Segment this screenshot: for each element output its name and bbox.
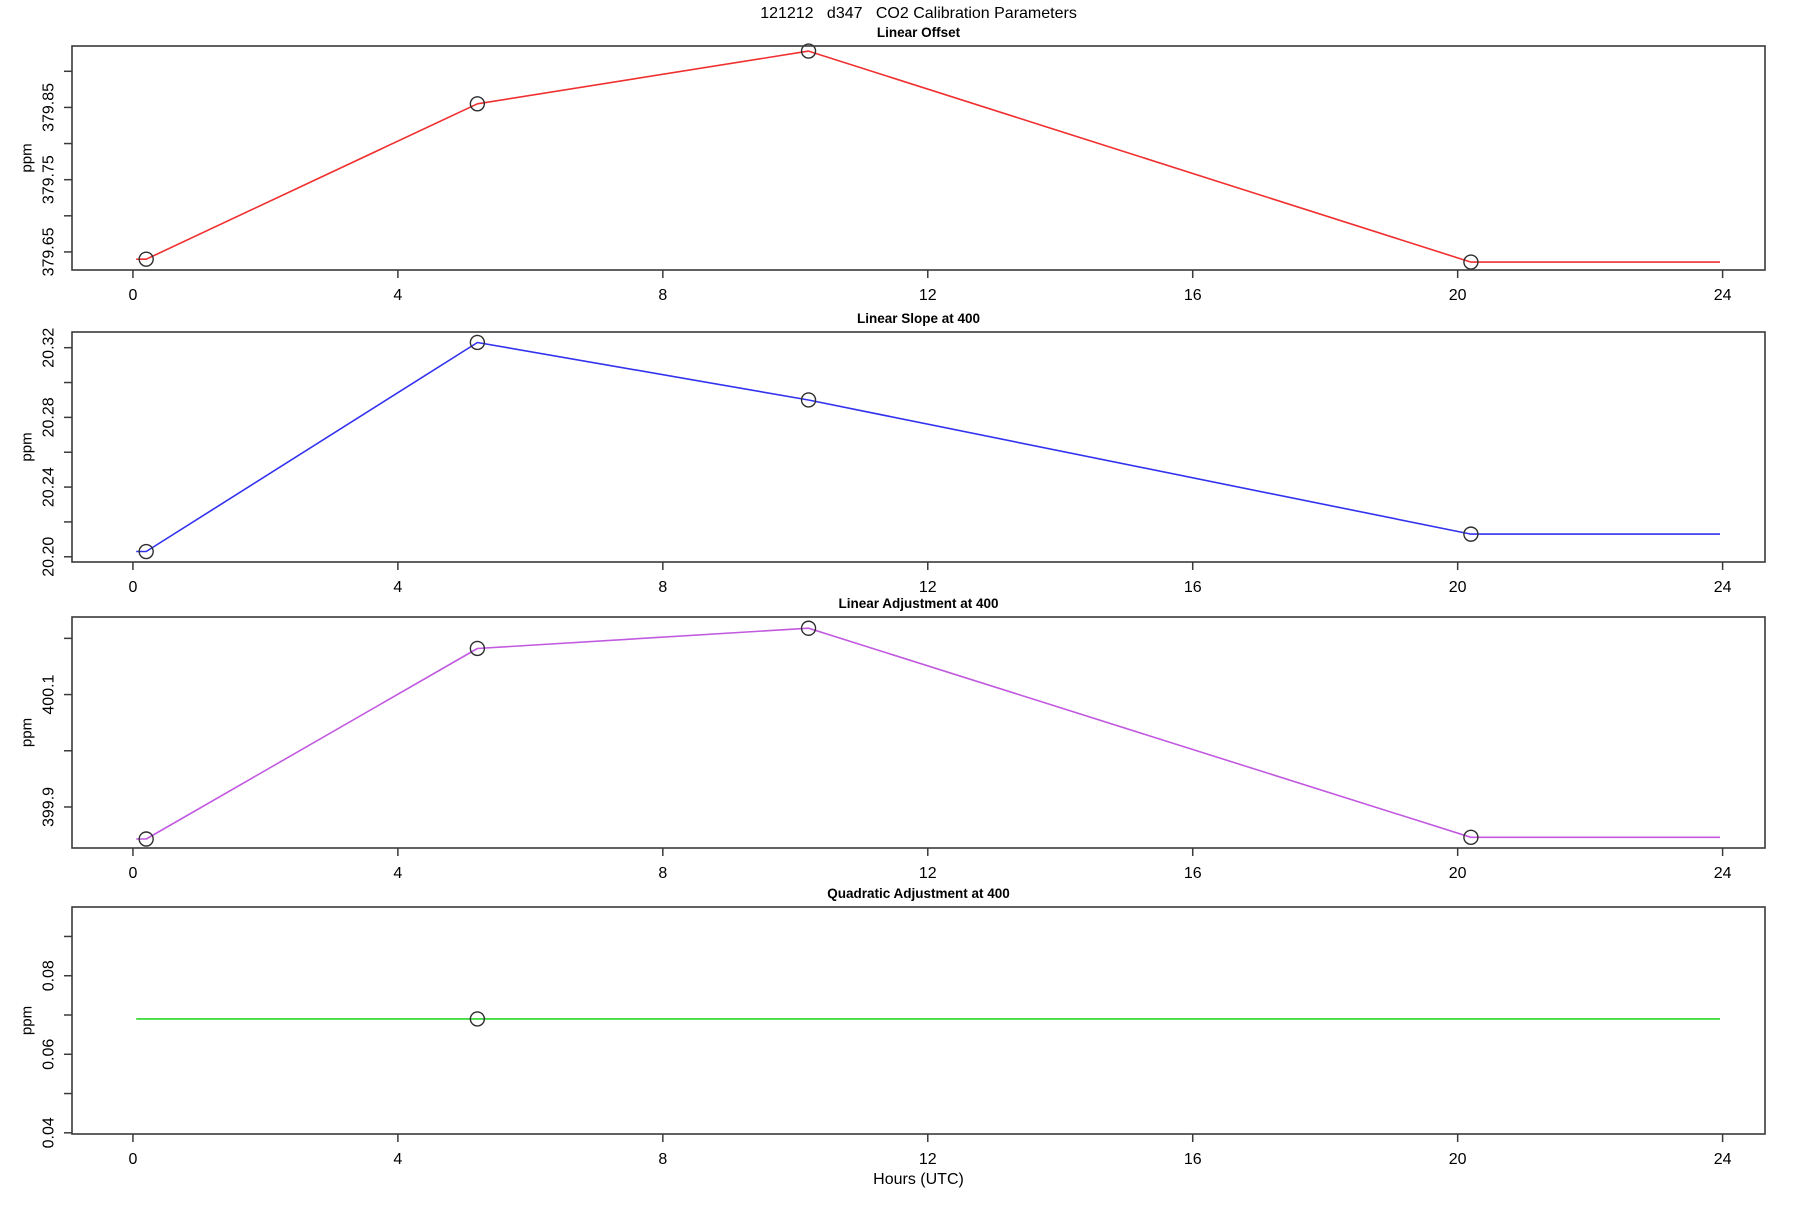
y-tick-label: 379.65 <box>41 227 58 276</box>
data-point-marker <box>138 251 154 267</box>
x-tick-label: 16 <box>1184 287 1202 304</box>
y-tick-label: 20.24 <box>41 467 58 507</box>
panel-linear-adjustment-at-400: Linear Adjustment at 400 399.9 400.1 ppm 0 4 8… <box>18 596 1766 882</box>
y-tick-label: 400.1 <box>41 674 58 714</box>
data-point-marker <box>800 392 817 408</box>
panel-linear-offset: Linear Offset 379.65 379.75 379.85 ppm 0 4 8 12 1… <box>18 25 1766 304</box>
data-point-marker <box>469 1011 486 1027</box>
y-tick-label: 0.04 <box>41 1117 58 1148</box>
y-axis-label: ppm <box>18 143 35 172</box>
x-tick-label: 0 <box>128 865 137 882</box>
data-point-marker <box>1463 254 1479 270</box>
x-tick-label: 20 <box>1449 865 1467 882</box>
data-point-marker <box>138 831 154 847</box>
data-point-marker <box>1463 829 1479 846</box>
x-tick-label: 16 <box>1184 1151 1202 1168</box>
x-tick-label: 24 <box>1714 1151 1732 1168</box>
y-tick-label: 379.85 <box>41 83 58 132</box>
panel-box <box>71 616 1766 849</box>
data-point-marker <box>469 96 486 112</box>
chart-main-title: 121212 d347 CO2 Calibration Parameters <box>760 5 1077 22</box>
panel-box <box>71 45 1766 271</box>
data-point-marker <box>138 543 154 560</box>
y-tick-label: 0.06 <box>41 1039 58 1070</box>
panel-title: Linear Offset <box>877 25 961 40</box>
panel-linear-slope-at-400: Linear Slope at 400 20.20 20.24 20.28 20.32 p… <box>18 311 1766 596</box>
x-tick-label: 0 <box>128 579 137 596</box>
x-tick-label: 8 <box>658 865 667 882</box>
panel-quadratic-adjustment-at-400: Quadratic Adjustment at 400 0.04 0.06 0.08 p… <box>18 886 1766 1168</box>
series-line <box>136 627 1720 840</box>
y-tick-label: 0.08 <box>41 960 58 991</box>
x-tick-label: 0 <box>128 1151 137 1168</box>
y-axis-label: ppm <box>18 432 35 461</box>
x-tick-label: 12 <box>919 1151 937 1168</box>
x-tick-label: 24 <box>1714 865 1732 882</box>
x-tick-label: 8 <box>658 1151 667 1168</box>
x-tick-label: 16 <box>1184 865 1202 882</box>
x-tick-label: 4 <box>393 1151 402 1168</box>
x-tick-label: 20 <box>1449 287 1467 304</box>
x-tick-label: 20 <box>1449 579 1467 596</box>
x-tick-label: 0 <box>128 287 137 304</box>
data-point-marker <box>469 640 486 657</box>
series-line <box>136 50 1720 263</box>
panel-box <box>71 906 1766 1135</box>
y-tick-label: 399.9 <box>41 787 58 827</box>
series-line <box>136 341 1720 553</box>
panel-title: Linear Adjustment at 400 <box>838 596 998 611</box>
x-tick-label: 12 <box>919 579 937 596</box>
data-point-marker <box>469 334 486 351</box>
x-tick-label: 12 <box>919 865 937 882</box>
x-tick-label: 8 <box>658 579 667 596</box>
y-tick-label: 379.75 <box>41 155 58 204</box>
data-point-marker <box>800 43 817 59</box>
y-axis-label: ppm <box>18 1006 35 1035</box>
y-tick-label: 20.32 <box>41 328 58 368</box>
x-tick-label: 24 <box>1714 579 1732 596</box>
x-tick-label: 24 <box>1714 287 1732 304</box>
y-tick-label: 20.28 <box>41 397 58 437</box>
x-tick-label: 8 <box>658 287 667 304</box>
x-tick-label: 4 <box>393 865 402 882</box>
y-axis-label: ppm <box>18 718 35 747</box>
panel-title: Linear Slope at 400 <box>857 311 980 326</box>
x-tick-label: 4 <box>393 579 402 596</box>
x-tick-label: 20 <box>1449 1151 1467 1168</box>
x-tick-label: 4 <box>393 287 402 304</box>
panel-box <box>71 331 1766 563</box>
panel-title: Quadratic Adjustment at 400 <box>827 886 1010 901</box>
data-point-marker <box>800 620 817 636</box>
data-point-marker <box>1463 526 1479 542</box>
x-axis-title: Hours (UTC) <box>873 1171 964 1188</box>
y-tick-label: 20.20 <box>41 537 58 577</box>
x-tick-label: 16 <box>1184 579 1202 596</box>
x-tick-label: 12 <box>919 287 937 304</box>
